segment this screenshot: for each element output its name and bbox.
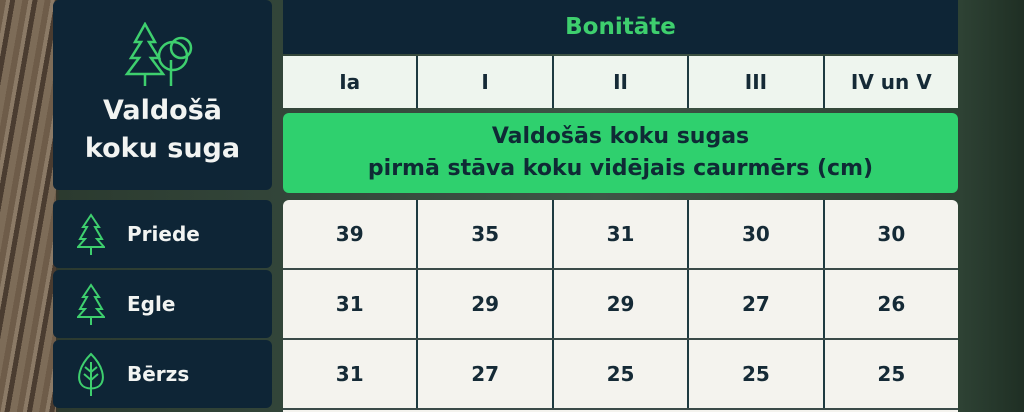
table-row: 31 27 25 25 25 — [283, 340, 958, 410]
conifer-icon — [77, 283, 105, 325]
species-row-berzs: Bērzs — [53, 340, 272, 408]
subheader-line2: pirmā stāva koku vidējais caurmērs (cm) — [367, 156, 874, 181]
table-cell: 25 — [554, 340, 690, 408]
species-header-card: Valdošā koku suga — [53, 0, 272, 190]
table-cell: 31 — [283, 270, 419, 338]
table-cell: 27 — [418, 340, 554, 408]
species-header-line1: Valdošā — [102, 95, 223, 126]
table-row: 31 29 29 27 26 — [283, 270, 958, 340]
measure-subheader: Valdošās koku sugas pirmā stāva koku vid… — [283, 113, 958, 193]
table-cell: 25 — [689, 340, 825, 408]
bonitate-columns: Ia I II III IV un V — [283, 56, 958, 108]
table-cell: 30 — [877, 222, 906, 246]
table-cell: 30 — [689, 200, 825, 268]
species-name: Bērzs — [127, 362, 190, 386]
species-row-priede: Priede — [53, 200, 272, 268]
column-header: I — [418, 56, 554, 108]
table-cell: 29 — [418, 270, 554, 338]
table-cell: 31 — [554, 200, 690, 268]
table-cell: 29 — [554, 270, 690, 338]
table-cell: 27 — [689, 270, 825, 338]
table-cell: 25 — [877, 362, 906, 386]
bark-background — [0, 0, 56, 412]
species-name: Priede — [127, 222, 200, 246]
table-row: 39 35 31 30 30 — [283, 200, 958, 270]
conifer-icon — [77, 213, 105, 255]
subheader-line1: Valdošās koku sugas — [491, 124, 750, 149]
trees-icon — [124, 22, 192, 86]
species-row-egle: Egle — [53, 270, 272, 338]
species-name: Egle — [127, 292, 176, 316]
leaf-icon — [78, 352, 104, 396]
column-header: II — [554, 56, 690, 108]
column-header: Ia — [283, 56, 419, 108]
species-header-line2: koku suga — [84, 133, 241, 164]
column-header: III — [689, 56, 825, 108]
table-cell: 26 — [877, 292, 906, 316]
table-cell: 31 — [283, 340, 419, 408]
bonitate-header: Bonitāte — [283, 0, 958, 54]
table-cell: 35 — [418, 200, 554, 268]
values-table: 39 35 31 30 30 31 29 29 27 26 31 27 25 2… — [283, 200, 958, 412]
column-header: IV un V — [850, 70, 932, 94]
table-cell: 39 — [283, 200, 419, 268]
